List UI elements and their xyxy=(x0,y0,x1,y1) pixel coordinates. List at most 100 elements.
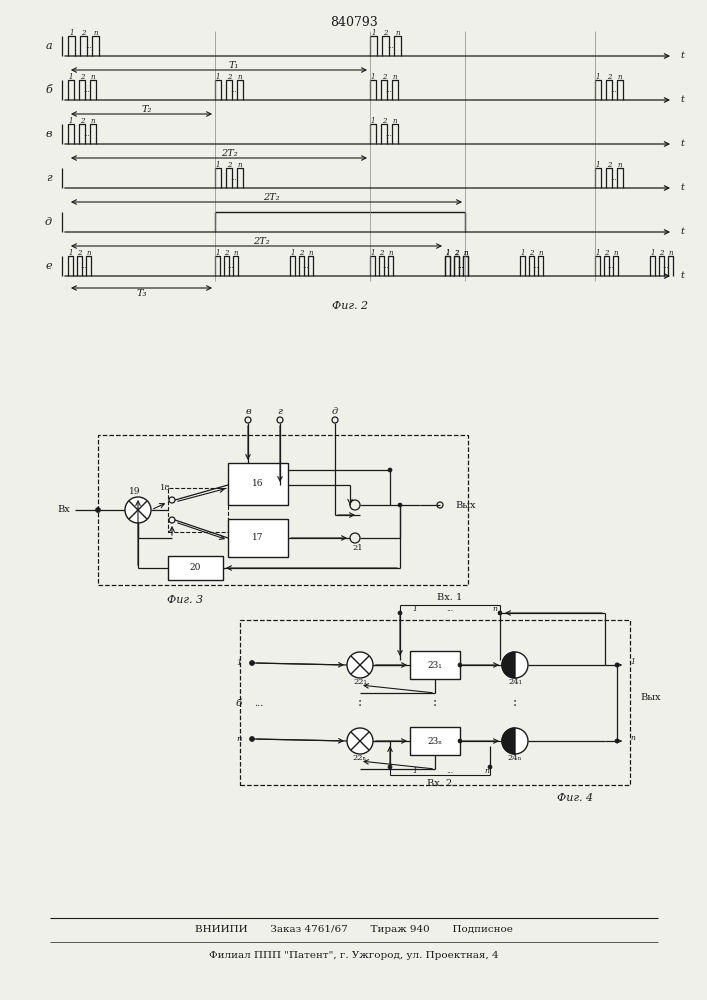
Text: n: n xyxy=(618,161,622,169)
Circle shape xyxy=(398,611,402,615)
Bar xyxy=(240,620,630,785)
Text: n: n xyxy=(86,249,90,257)
Text: ...: ... xyxy=(86,42,93,50)
Bar xyxy=(228,463,288,505)
Text: г: г xyxy=(278,408,282,416)
Text: 2: 2 xyxy=(604,249,609,257)
Text: 19: 19 xyxy=(129,488,141,496)
Text: 2: 2 xyxy=(382,73,386,81)
Text: б: б xyxy=(45,85,52,95)
Text: 1: 1 xyxy=(650,249,655,257)
Text: ...: ... xyxy=(611,174,617,182)
Text: ...: ... xyxy=(457,262,464,270)
Text: 2: 2 xyxy=(80,117,84,125)
Text: t: t xyxy=(680,51,684,60)
Text: n: n xyxy=(393,73,397,81)
Text: Вх. 2: Вх. 2 xyxy=(427,778,452,788)
Text: 1: 1 xyxy=(413,605,417,613)
Text: ...: ... xyxy=(83,130,90,138)
Bar xyxy=(410,651,460,679)
Text: n: n xyxy=(388,249,393,257)
Text: 2: 2 xyxy=(299,249,304,257)
Polygon shape xyxy=(502,652,515,678)
Text: 16: 16 xyxy=(252,480,264,488)
Text: 2: 2 xyxy=(530,249,534,257)
Text: 2: 2 xyxy=(227,161,231,169)
Text: ...: ... xyxy=(228,262,235,270)
Text: n: n xyxy=(395,29,399,37)
Bar xyxy=(228,519,288,557)
Text: 2: 2 xyxy=(455,249,459,257)
Text: 1: 1 xyxy=(69,249,73,257)
Text: T₃: T₃ xyxy=(136,290,146,298)
Text: n: n xyxy=(238,73,243,81)
Text: 21: 21 xyxy=(353,544,363,552)
Text: ...: ... xyxy=(254,698,264,708)
Text: Вых: Вых xyxy=(640,694,660,702)
Text: 1: 1 xyxy=(216,73,221,81)
Text: n: n xyxy=(538,249,543,257)
Text: 1: 1 xyxy=(69,117,74,125)
Text: :: : xyxy=(433,696,437,710)
Text: n: n xyxy=(630,734,635,742)
Text: 1: 1 xyxy=(69,73,74,81)
Circle shape xyxy=(458,739,462,743)
Circle shape xyxy=(615,663,619,667)
Text: д: д xyxy=(332,408,338,416)
Polygon shape xyxy=(502,728,515,754)
Text: n: n xyxy=(233,249,238,257)
Text: t: t xyxy=(680,184,684,192)
Text: n: n xyxy=(237,735,242,743)
Circle shape xyxy=(458,663,462,667)
Text: 2: 2 xyxy=(379,249,384,257)
Text: 22ₙ: 22ₙ xyxy=(353,754,367,762)
Text: n: n xyxy=(484,767,489,775)
Text: д: д xyxy=(45,217,52,227)
Text: е: е xyxy=(45,261,52,271)
Text: ...: ... xyxy=(83,86,90,94)
Text: 2: 2 xyxy=(383,29,387,37)
Text: ...: ... xyxy=(387,42,395,50)
Text: ...: ... xyxy=(532,262,539,270)
Text: 20: 20 xyxy=(189,564,201,572)
Text: Фиг. 4: Фиг. 4 xyxy=(557,793,593,803)
Text: t: t xyxy=(680,271,684,280)
Text: а: а xyxy=(45,41,52,51)
Text: ...: ... xyxy=(611,86,617,94)
Text: n: n xyxy=(463,249,468,257)
Text: 2T₂: 2T₂ xyxy=(263,194,280,202)
Circle shape xyxy=(488,765,492,769)
Text: ВНИИПИ       Заказ 4761/67       Тираж 940       Подписное: ВНИИПИ Заказ 4761/67 Тираж 940 Подписное xyxy=(195,926,513,934)
Text: 2: 2 xyxy=(224,249,229,257)
Bar xyxy=(410,727,460,755)
Text: 2T₂: 2T₂ xyxy=(253,237,270,246)
Text: n: n xyxy=(668,249,673,257)
Text: 1: 1 xyxy=(595,249,600,257)
Text: ...: ... xyxy=(385,130,392,138)
Text: 1: 1 xyxy=(445,249,450,257)
Text: 1: 1 xyxy=(69,29,74,37)
Text: 22₁: 22₁ xyxy=(353,678,367,686)
Text: T₁: T₁ xyxy=(229,62,239,70)
Text: 1: 1 xyxy=(445,249,450,257)
Text: t: t xyxy=(680,96,684,104)
Circle shape xyxy=(95,508,100,512)
Text: :: : xyxy=(358,696,362,710)
Bar xyxy=(168,556,223,580)
Text: 23₁: 23₁ xyxy=(428,660,443,670)
Text: Вх: Вх xyxy=(57,506,70,514)
Text: t: t xyxy=(680,139,684,148)
Text: Фиг. 2: Фиг. 2 xyxy=(332,301,368,311)
Text: t: t xyxy=(680,228,684,236)
Text: в: в xyxy=(245,408,251,416)
Circle shape xyxy=(347,652,373,678)
Text: ...: ... xyxy=(303,262,310,270)
Text: ...: ... xyxy=(457,262,464,270)
Text: 17: 17 xyxy=(252,534,264,542)
Text: n: n xyxy=(93,29,98,37)
Text: Фиг. 3: Фиг. 3 xyxy=(167,595,203,605)
Text: ...: ... xyxy=(662,262,670,270)
Circle shape xyxy=(502,652,528,678)
Text: Вых: Вых xyxy=(455,500,476,510)
Circle shape xyxy=(398,503,402,507)
